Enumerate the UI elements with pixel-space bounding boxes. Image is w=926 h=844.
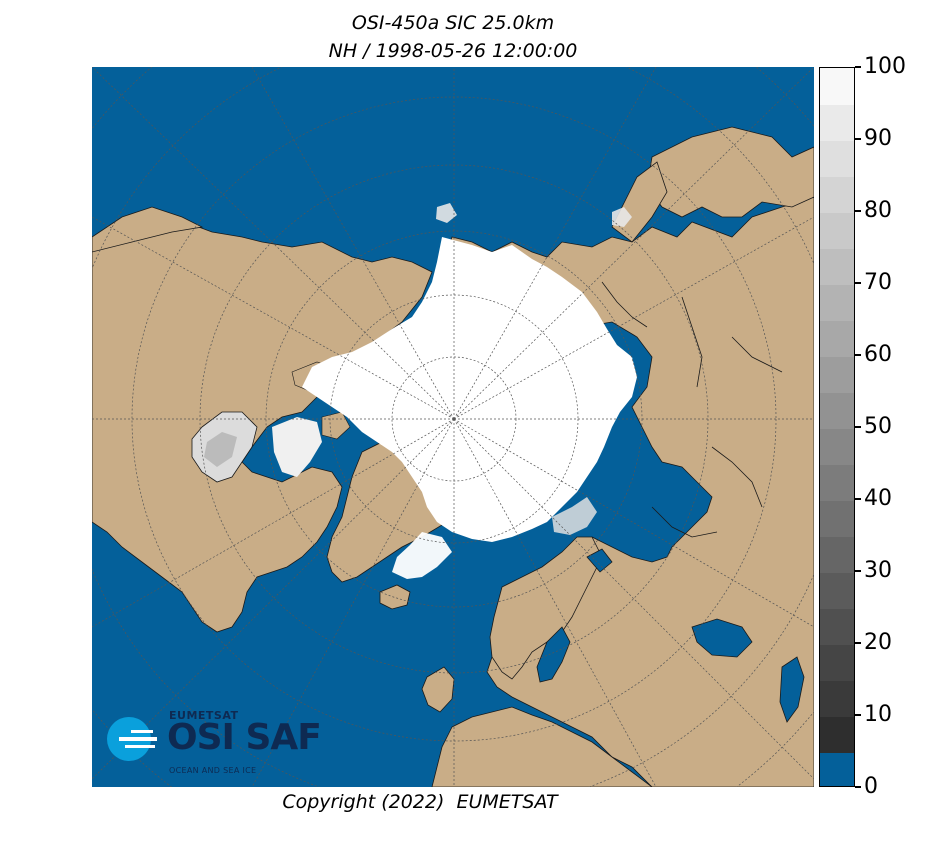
graticule-meridian-8: [453, 418, 814, 780]
river-4: [651, 506, 718, 538]
colorbar-tick-10: [855, 714, 861, 716]
colorbar-bin-5-10: [820, 716, 854, 753]
river-3: [711, 446, 763, 508]
colorbar-bin-45-50: [820, 428, 854, 465]
sea-ice-baffin-bay: [272, 417, 322, 477]
graticule-meridian-11: [251, 418, 455, 787]
river-2: [681, 296, 703, 388]
graticule-meridian-5: [92, 67, 455, 420]
colorbar-bin-60-65: [820, 320, 854, 357]
caspian-sea: [779, 656, 805, 723]
osisaf-logo-icon: [107, 717, 157, 761]
landmass-iceland: [379, 584, 411, 610]
colorbar-bin-40-45: [820, 464, 854, 501]
colorbar-tick-0: [855, 786, 861, 788]
sea-ice-map: EUMETSAT OSI SAF OCEAN AND SEA ICE: [92, 67, 814, 787]
colorbar: [819, 67, 855, 787]
graticule-meridian-13: [92, 216, 455, 420]
black-sea: [691, 618, 753, 658]
colorbar-bin-55-60: [820, 356, 854, 393]
copyright-text: Copyright (2022) EUMETSAT: [282, 791, 558, 813]
sea-ice-arctic: [302, 237, 637, 542]
colorbar-bin-85-90: [820, 140, 854, 177]
colorbar-tick-90: [855, 138, 861, 140]
logo-eumetsat-text: EUMETSAT: [169, 709, 239, 722]
colorbar-label-30: 30: [864, 558, 892, 583]
river-5: [731, 336, 783, 373]
colorbar-label-90: 90: [864, 126, 892, 151]
colorbar-tick-80: [855, 210, 861, 212]
colorbar-tick-70: [855, 282, 861, 284]
colorbar-bin-95-100: [820, 68, 854, 105]
colorbar-bin-0-5: [820, 752, 854, 786]
colorbar-bin-90-95: [820, 104, 854, 141]
colorbar-bin-35-40: [820, 500, 854, 537]
polar-map-svg: [92, 67, 814, 787]
logo-osisaf-text: OSI SAF: [167, 717, 322, 758]
colorbar-label-80: 80: [864, 198, 892, 223]
colorbar-label-70: 70: [864, 270, 892, 295]
colorbar-label-20: 20: [864, 630, 892, 655]
colorbar-tick-60: [855, 354, 861, 356]
graticule-meridian-12: [453, 418, 657, 787]
landmass-alaska: [92, 206, 204, 253]
colorbar-bin-10-15: [820, 680, 854, 717]
graticule-meridian-14: [453, 216, 814, 420]
colorbar-tick-20: [855, 642, 861, 644]
sea-ice-barents-edge: [552, 497, 597, 535]
colorbar-label-100: 100: [864, 54, 906, 79]
colorbar-bin-30-35: [820, 536, 854, 573]
colorbar-label-40: 40: [864, 486, 892, 511]
colorbar-label-0: 0: [864, 774, 878, 799]
colorbar-tick-100: [855, 66, 861, 68]
colorbar-bin-65-70: [820, 284, 854, 321]
colorbar-bin-20-25: [820, 608, 854, 645]
osisaf-logo: EUMETSAT OSI SAF OCEAN AND SEA ICE: [105, 703, 325, 781]
sea-ice-bering: [436, 203, 457, 223]
colorbar-bin-75-80: [820, 212, 854, 249]
river-1: [601, 281, 648, 328]
colorbar-bin-15-20: [820, 644, 854, 681]
baltic-sea: [536, 626, 571, 683]
map-subtitle: NH / 1998-05-26 12:00:00: [328, 40, 578, 62]
colorbar-tick-30: [855, 570, 861, 572]
colorbar-label-60: 60: [864, 342, 892, 367]
map-title: OSI-450a SIC 25.0km: [351, 12, 555, 34]
landmass-chukotka: [646, 126, 814, 218]
graticule-meridian-15: [92, 418, 455, 628]
colorbar-tick-40: [855, 498, 861, 500]
hudson-bay-open-water: [204, 432, 237, 467]
landmass-scandinavia: [489, 536, 603, 680]
landmass-british-isles: [421, 666, 455, 713]
landmass-europe-mainland: [431, 706, 653, 787]
graticule-meridian-16: [453, 418, 814, 628]
landmass-north-america: [92, 216, 433, 633]
rivers: [601, 281, 783, 538]
colorbar-bin-70-75: [820, 248, 854, 285]
sea-ice-okhotsk: [612, 207, 632, 227]
colorbar-tick-50: [855, 426, 861, 428]
logo-subtitle-text: OCEAN AND SEA ICE: [169, 766, 257, 775]
colorbar-label-10: 10: [864, 702, 892, 727]
sea-ice-greenland-sea: [392, 532, 452, 579]
white-sea: [586, 548, 613, 573]
colorbar-bin-50-55: [820, 392, 854, 429]
graticule-meridian-7: [92, 418, 455, 780]
graticule: [92, 67, 814, 787]
colorbar-label-50: 50: [864, 414, 892, 439]
colorbar-bin-80-85: [820, 176, 854, 213]
colorbar-bin-25-30: [820, 572, 854, 609]
